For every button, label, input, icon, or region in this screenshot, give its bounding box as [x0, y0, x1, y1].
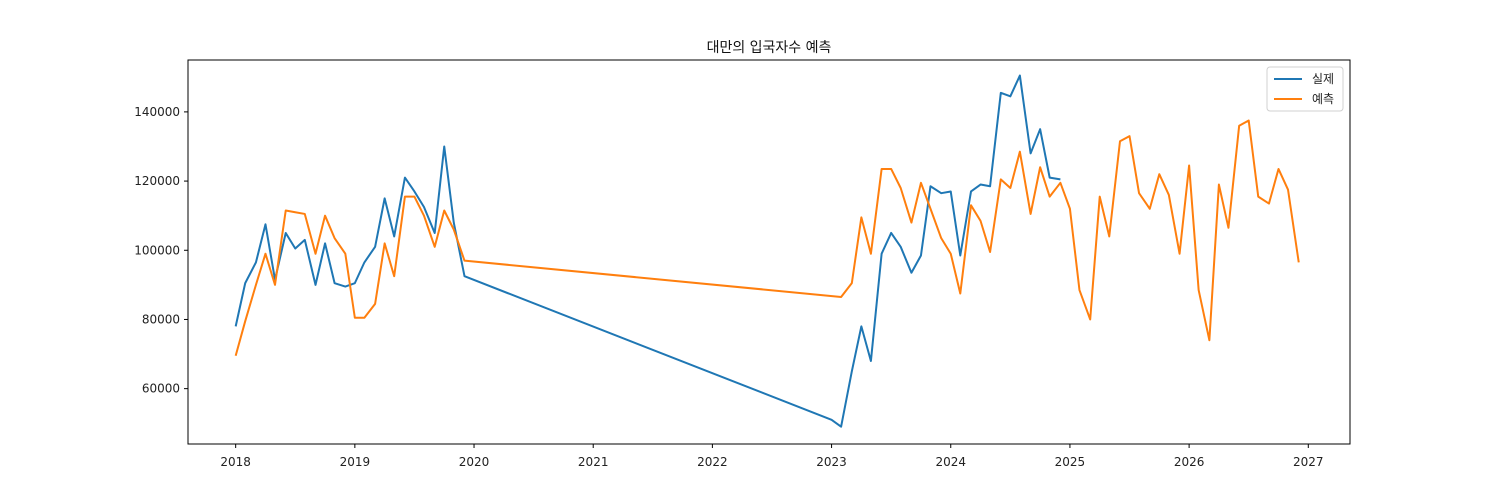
y-tick-label: 80000 [142, 312, 180, 326]
x-tick-label: 2023 [816, 455, 847, 469]
plot-frame [187, 59, 1351, 445]
x-tick-label: 2020 [459, 455, 490, 469]
x-tick-label: 2022 [697, 455, 728, 469]
x-tick-label: 2024 [935, 455, 966, 469]
x-tick-label: 2019 [340, 455, 371, 469]
x-tick-label: 2018 [220, 455, 251, 469]
x-tick-label: 2021 [578, 455, 609, 469]
y-axis: 60000 80000 100000 120000 140000 [134, 105, 188, 396]
series-line-1 [234, 119, 1300, 357]
y-tick-label: 100000 [134, 243, 180, 257]
x-axis: 2018 2019 2020 2021 2022 2023 2024 2025 2026 2027 [220, 444, 1324, 469]
y-tick-label: 60000 [142, 382, 180, 396]
series-line-0 [234, 74, 1061, 428]
x-tick-label: 2027 [1293, 455, 1324, 469]
legend: 실제 예측 [1266, 66, 1344, 112]
y-tick-label: 120000 [134, 174, 180, 188]
x-tick-label: 2026 [1174, 455, 1205, 469]
y-tick-label: 140000 [134, 105, 180, 119]
chart-title: 대만의 입국자수 예측 [707, 40, 832, 56]
x-tick-label: 2025 [1055, 455, 1086, 469]
legend-label-actual: 실제 [1312, 72, 1334, 86]
series-layer [234, 74, 1300, 428]
legend-label-forecast: 예측 [1312, 92, 1334, 106]
